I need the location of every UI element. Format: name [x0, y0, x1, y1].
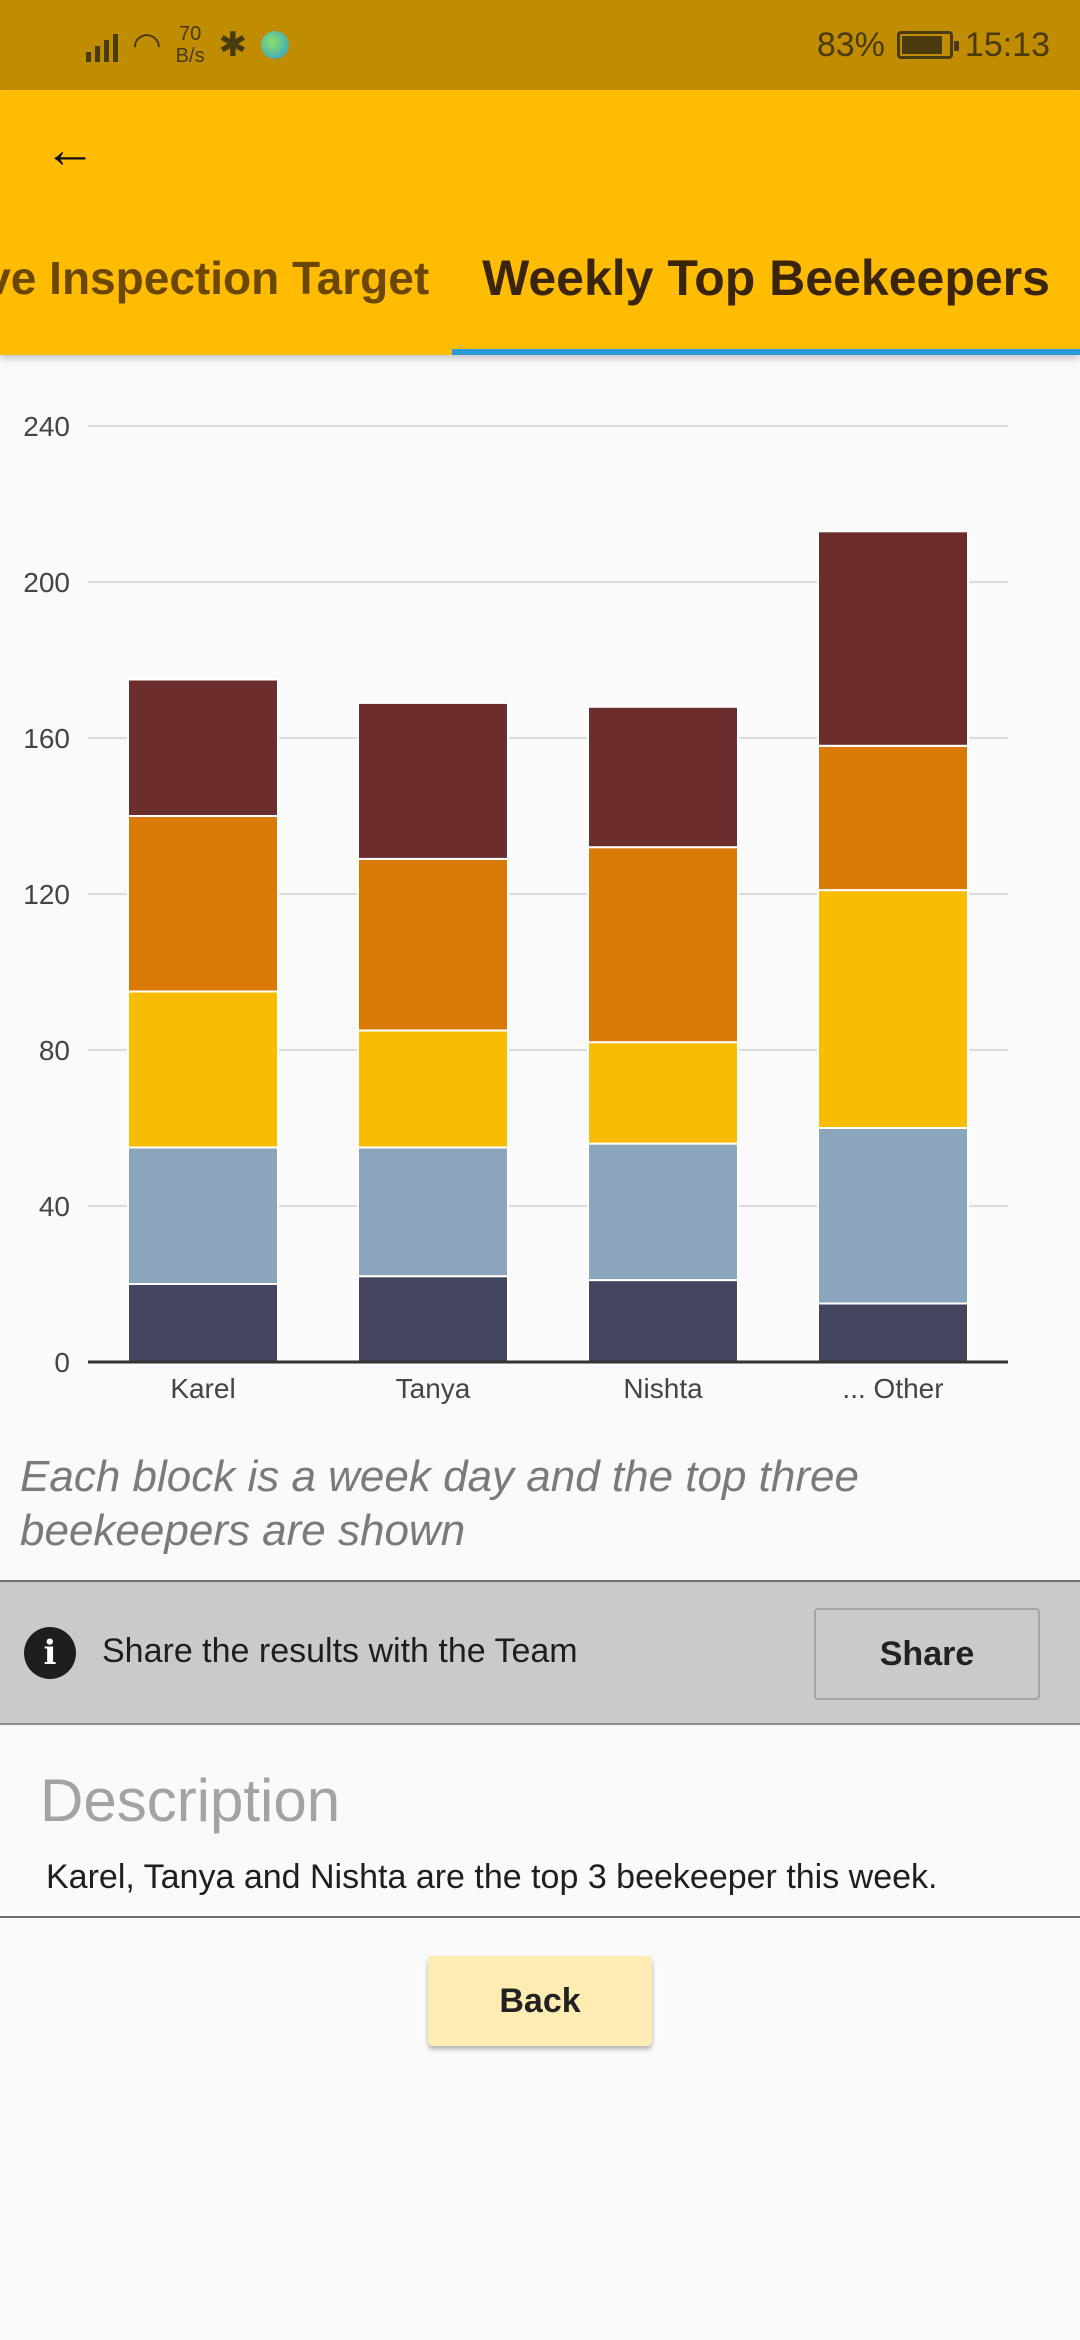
x-tick-label: ... Other: [842, 1373, 943, 1404]
bar-segment: [817, 1127, 969, 1305]
bar-segment: [127, 1283, 279, 1363]
x-tick-label: Tanya: [396, 1373, 471, 1404]
chart-caption: Each block is a week day and the top thr…: [20, 1452, 859, 1555]
bar-segment: [587, 1142, 739, 1282]
y-tick-label: 40: [39, 1191, 70, 1222]
bar-segment: [587, 846, 739, 1044]
bar-segment: [127, 815, 279, 993]
share-message: Share the results with the Team: [102, 1632, 578, 1670]
bar-segment: [127, 678, 279, 817]
y-tick-label: 120: [23, 879, 70, 910]
status-bar: ◠ 70 B/s ✱ 83% 15:13: [0, 0, 1080, 90]
battery-icon: [896, 31, 959, 59]
bar-segment: [587, 705, 739, 849]
share-panel: i Share the results with the Team Share: [0, 1580, 1080, 1725]
bar-segment: [127, 990, 279, 1149]
description-body: Karel, Tanya and Nishta are the top 3 be…: [46, 1858, 938, 1896]
network-speed: 70 B/s: [176, 23, 205, 67]
stacked-bar-chart: 0 40 80 120 160 200 240 Karel Tanya Nishta ... Oth…: [23, 411, 1008, 1404]
battery-percent: 83%: [816, 25, 885, 64]
status-left: ◠ 70 B/s ✱: [86, 20, 290, 70]
bar-segment: [587, 1041, 739, 1145]
bar-segment: [817, 1302, 969, 1363]
bar-segment: [817, 889, 969, 1129]
clock: 15:13: [964, 25, 1050, 64]
y-tick-label: 200: [23, 567, 70, 598]
status-right: 83% 15:13: [817, 20, 1050, 70]
divider: [0, 1916, 1080, 1918]
wifi-icon: ◠: [132, 26, 162, 64]
y-tick-label: 0: [54, 1347, 70, 1378]
bar-segment: [587, 1279, 739, 1363]
network-speed-value: 70: [179, 23, 202, 45]
tab-weekly-top-beekeepers[interactable]: Weekly Top Beekeepers: [482, 249, 1050, 306]
app-bar: ← y Hive Inspection Target Weekly Top Be…: [0, 90, 1080, 355]
description-title: Description: [40, 1767, 341, 1834]
signal-icon: [86, 28, 118, 62]
bar-segment: [357, 1146, 509, 1278]
back-button[interactable]: Back: [428, 1956, 652, 2046]
network-speed-unit: B/s: [175, 45, 205, 67]
bar-segment: [357, 701, 509, 860]
bar-segment: [817, 530, 969, 747]
bluetooth-icon: ✱: [218, 26, 248, 64]
x-tick-label: Nishta: [623, 1373, 703, 1404]
tab-hive-inspection-target[interactable]: y Hive Inspection Target: [0, 251, 430, 304]
bar-segment: [817, 744, 969, 892]
y-tick-label: 240: [23, 411, 70, 442]
bar-segment: [357, 857, 509, 1032]
info-icon: i: [24, 1627, 76, 1679]
back-arrow-icon[interactable]: ←: [44, 121, 96, 179]
y-tick-label: 160: [23, 723, 70, 754]
bar-segment: [357, 1275, 509, 1364]
bar-segment: [127, 1146, 279, 1285]
vpn-globe-icon: [261, 31, 290, 59]
bar-segment: [357, 1029, 509, 1149]
tab-indicator: [452, 349, 1080, 355]
y-tick-label: 80: [39, 1035, 70, 1066]
share-button[interactable]: Share: [814, 1608, 1040, 1700]
x-tick-label: Karel: [170, 1373, 235, 1404]
battery-fill: [901, 36, 942, 54]
chart-container: 0 40 80 120 160 200 240 Karel Tanya Nishta ... Oth…: [0, 370, 1080, 1420]
